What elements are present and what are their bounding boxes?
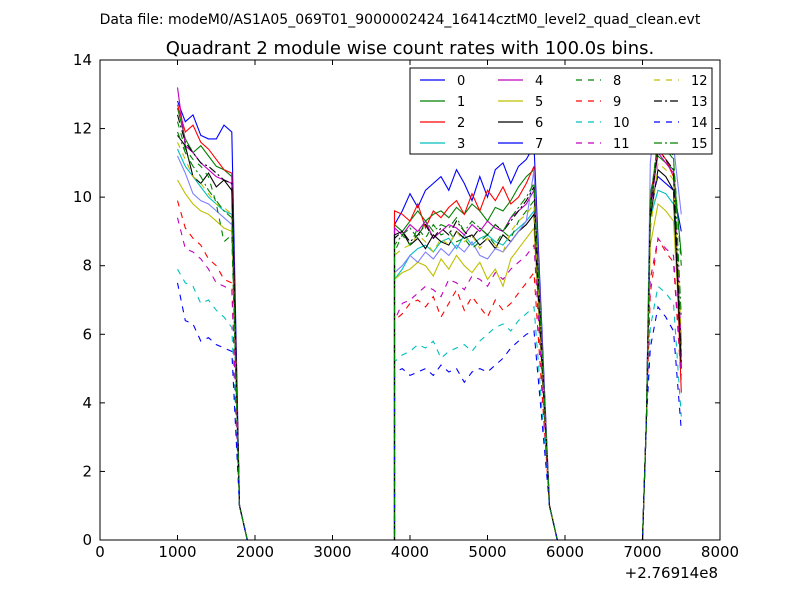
chart-title: Quadrant 2 module wise count rates with … — [166, 38, 655, 59]
y-tick-label: 2 — [82, 462, 92, 480]
x-tick-label: 4000 — [391, 543, 429, 561]
y-tick-label: 8 — [82, 257, 92, 275]
y-tick-label: 14 — [73, 51, 92, 69]
x-tick-label: 1000 — [158, 543, 196, 561]
legend-label-11: 11 — [613, 137, 630, 152]
x-tick-label: 5000 — [468, 543, 506, 561]
legend-label-13: 13 — [691, 95, 708, 110]
legend-label-15: 15 — [691, 137, 708, 152]
x-tick-label: 8000 — [701, 543, 739, 561]
legend-box — [409, 67, 713, 155]
legend-label-12: 12 — [691, 74, 708, 89]
series-line-13 — [176, 114, 682, 541]
legend-label-9: 9 — [613, 95, 621, 110]
x-tick-label: 7000 — [623, 543, 661, 561]
x-tick-label: 2000 — [236, 543, 274, 561]
axis-ticks: 0 1000 2000 3000 4000 5000 6000 7000 80000246810… — [73, 51, 739, 561]
series-line-9 — [176, 200, 682, 541]
x-tick-label: 0 — [95, 543, 105, 561]
y-tick-label: 12 — [73, 120, 92, 138]
legend-label-3: 3 — [457, 137, 465, 152]
series-line-8 — [176, 121, 682, 541]
legend-label-5: 5 — [535, 95, 543, 110]
legend-label-8: 8 — [613, 74, 621, 89]
y-tick-label: 6 — [82, 325, 92, 343]
series-line-12 — [176, 142, 682, 541]
legend-label-1: 1 — [457, 95, 465, 110]
figure-suptitle: Data file: modeM0/AS1A05_069T01_90000024… — [100, 12, 701, 28]
y-tick-label: 10 — [73, 188, 92, 206]
x-tick-label: 6000 — [546, 543, 584, 561]
y-tick-label: 0 — [82, 531, 92, 549]
legend-label-2: 2 — [457, 116, 465, 131]
y-tick-label: 4 — [82, 394, 92, 412]
x-tick-label: 3000 — [313, 543, 351, 561]
series-line-11 — [176, 217, 682, 541]
legend-label-0: 0 — [457, 74, 465, 89]
legend-label-4: 4 — [535, 74, 543, 89]
legend-label-6: 6 — [535, 116, 543, 131]
legend-label-14: 14 — [691, 116, 708, 131]
x-offset-label: +2.76914e8 — [625, 564, 718, 582]
legend-label-10: 10 — [613, 116, 630, 131]
legend-label-7: 7 — [535, 137, 543, 152]
